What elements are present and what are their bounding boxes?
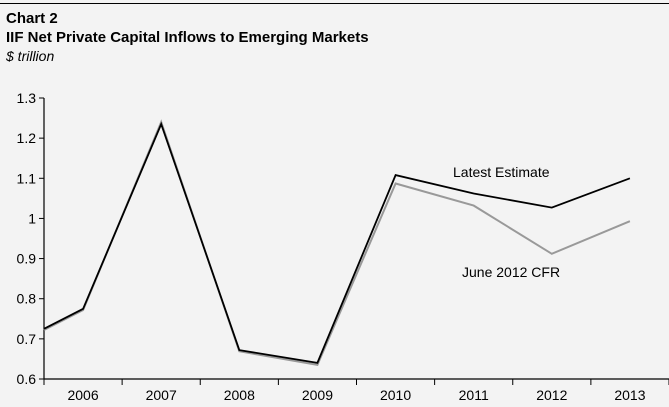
x-tick-label: 2010	[380, 387, 411, 403]
y-tick-label: 1	[28, 210, 36, 226]
x-tick-label: 2007	[146, 387, 177, 403]
ticks: 0.6 0.7 0.8 0.9 1 1.1 1.2 1.3 2006 2007 2008 2009 20…	[17, 90, 669, 403]
x-tick-label: 2009	[302, 387, 333, 403]
y-tick-label: 0.9	[17, 251, 37, 267]
y-tick-label: 1.1	[17, 170, 37, 186]
chart-header: Chart 2 IIF Net Private Capital Inflows …	[6, 10, 369, 65]
y-tick-label: 0.7	[17, 331, 37, 347]
y-tick-label: 1.2	[17, 130, 37, 146]
x-tick-label: 2012	[536, 387, 567, 403]
y-tick-label: 1.3	[17, 90, 37, 106]
chart-subtitle: $ trillion	[6, 48, 55, 64]
series-layer	[43, 119, 631, 367]
series-line-latest-estimate	[43, 121, 631, 364]
x-tick-label: 2006	[67, 387, 98, 403]
series-label-june-2012-cfr: June 2012 CFR	[462, 264, 560, 280]
y-tick-label: 0.6	[17, 371, 37, 387]
chart-title: IIF Net Private Capital Inflows to Emerg…	[6, 29, 369, 46]
series-line-june-2012-cfr	[43, 119, 631, 367]
axes	[43, 98, 669, 380]
chart-label: Chart 2	[6, 10, 58, 27]
series-label-latest-estimate: Latest Estimate	[453, 164, 550, 180]
x-tick-label: 2011	[459, 387, 489, 403]
y-tick-label: 0.8	[17, 291, 37, 307]
top-rule	[0, 3, 669, 4]
x-tick-label: 2013	[614, 387, 645, 403]
x-tick-label: 2008	[224, 387, 255, 403]
